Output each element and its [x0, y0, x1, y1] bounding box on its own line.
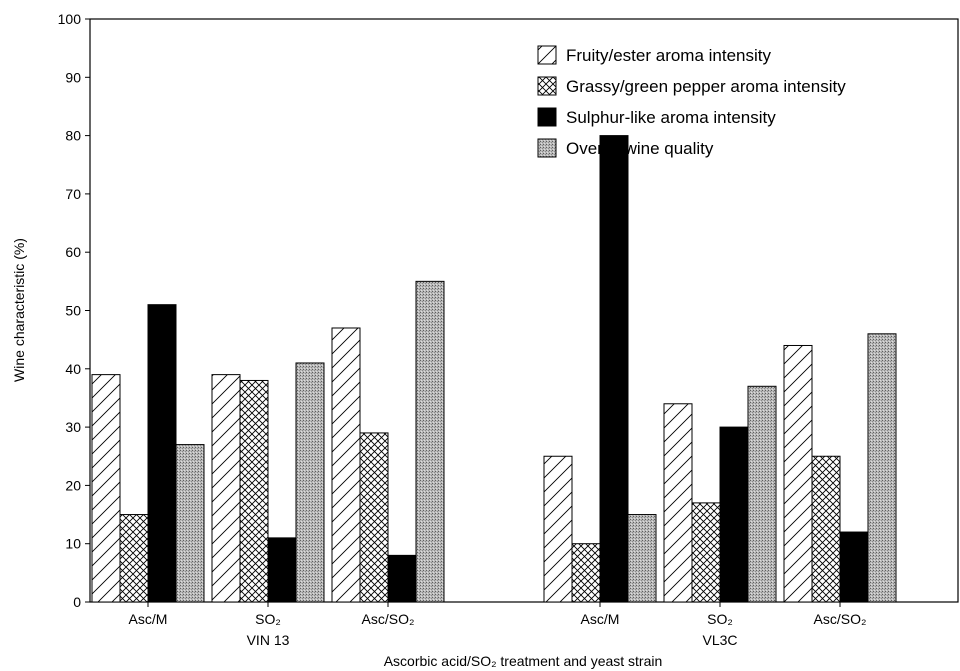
bar-grey-stipple-4 — [747, 385, 777, 603]
bar-grey-stipple-2 — [415, 280, 445, 603]
y-tick-label: 80 — [65, 128, 81, 144]
y-tick-label: 50 — [65, 303, 81, 319]
bar-diagonal-hatch-4 — [663, 403, 693, 603]
bar-grey-stipple-0 — [175, 444, 205, 603]
legend-swatch — [537, 76, 557, 96]
group-label: VL3C — [702, 632, 737, 648]
bar-diagonal-hatch-0 — [91, 374, 121, 603]
bar-grey-stipple-3 — [627, 514, 657, 603]
bar-cross-hatch-5 — [811, 455, 841, 603]
y-axis: 0 10 20 30 40 50 60 70 80 90 100 — [58, 11, 90, 610]
legend-label: Fruity/ester aroma intensity — [566, 46, 772, 65]
bar-cross-hatch-4 — [691, 502, 721, 603]
bar-cross-hatch-2 — [359, 432, 389, 603]
bar-solid-black-5 — [839, 531, 869, 603]
bar-cross-hatch-3 — [571, 543, 601, 603]
bar-cross-hatch-0 — [119, 514, 149, 603]
y-tick-label: 20 — [65, 477, 81, 493]
bar-solid-black-0 — [147, 304, 177, 603]
bar-solid-black-1 — [267, 537, 297, 603]
group-label: VIN 13 — [247, 632, 290, 648]
bar-diagonal-hatch-2 — [331, 327, 361, 603]
legend: Fruity/ester aroma intensity Grassy/green… — [537, 45, 846, 158]
legend-label: Sulphur-like aroma intensity — [566, 108, 776, 127]
bar-diagonal-hatch-1 — [211, 374, 241, 603]
bar-solid-black-4 — [719, 426, 749, 603]
y-tick-label: 90 — [65, 69, 81, 85]
x-axis: Asc/MSO₂Asc/SO₂Asc/MSO₂Asc/SO₂Asc/MSO₂As… — [129, 602, 867, 648]
x-tick-label: Asc/SO₂ — [362, 611, 415, 627]
x-axis-title: Ascorbic acid/SO₂ treatment and yeast st… — [384, 653, 663, 669]
x-tick-label: Asc/M — [129, 611, 168, 627]
y-tick-label: 0 — [73, 594, 81, 610]
y-tick-label: 100 — [58, 11, 82, 27]
legend-swatch — [537, 107, 557, 127]
bar-solid-black-3 — [599, 135, 629, 603]
y-tick-label: 10 — [65, 536, 81, 552]
x-tick-label: SO₂ — [255, 611, 281, 627]
bars — [91, 135, 897, 603]
y-tick-label: 60 — [65, 244, 81, 260]
bar-cross-hatch-1 — [239, 379, 269, 603]
legend-label: Overall wine quality — [566, 139, 714, 158]
y-tick-label: 70 — [65, 186, 81, 202]
bar-solid-black-2 — [387, 554, 417, 603]
y-axis-title: Wine characteristic (%) — [11, 238, 27, 382]
legend-swatch — [537, 45, 557, 65]
x-tick-label: Asc/SO₂ — [814, 611, 867, 627]
bar-grey-stipple-1 — [295, 362, 325, 603]
bar-diagonal-hatch-5 — [783, 344, 813, 603]
bar-grey-stipple-5 — [867, 333, 897, 603]
y-tick-label: 40 — [65, 361, 81, 377]
bar-diagonal-hatch-3 — [543, 455, 573, 603]
x-tick-label: Asc/M — [581, 611, 620, 627]
legend-swatch — [537, 138, 557, 158]
x-tick-label: SO₂ — [707, 611, 733, 627]
legend-label: Grassy/green pepper aroma intensity — [566, 77, 846, 96]
y-tick-label: 30 — [65, 419, 81, 435]
